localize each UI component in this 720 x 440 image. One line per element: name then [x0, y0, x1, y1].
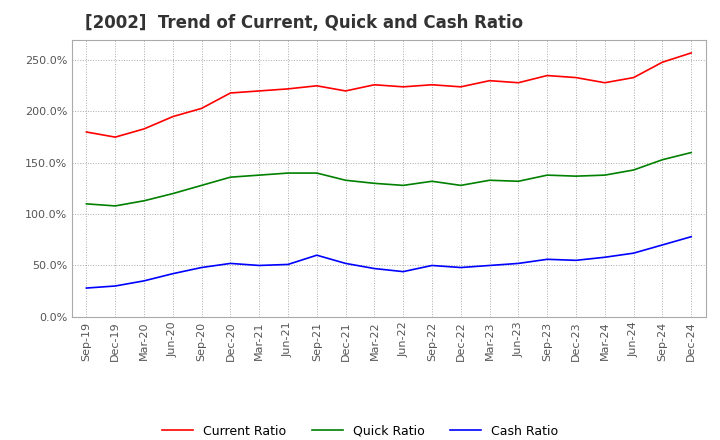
- Quick Ratio: [687, 150, 696, 155]
- Cash Ratio: [543, 257, 552, 262]
- Quick Ratio: [543, 172, 552, 178]
- Quick Ratio: [312, 170, 321, 176]
- Cash Ratio: [658, 242, 667, 248]
- Line: Current Ratio: Current Ratio: [86, 53, 691, 137]
- Quick Ratio: [514, 179, 523, 184]
- Line: Cash Ratio: Cash Ratio: [86, 237, 691, 288]
- Current Ratio: [140, 126, 148, 132]
- Cash Ratio: [82, 286, 91, 291]
- Current Ratio: [485, 78, 494, 83]
- Current Ratio: [168, 114, 177, 119]
- Quick Ratio: [456, 183, 465, 188]
- Cash Ratio: [514, 261, 523, 266]
- Current Ratio: [111, 135, 120, 140]
- Quick Ratio: [572, 173, 580, 179]
- Quick Ratio: [485, 178, 494, 183]
- Quick Ratio: [341, 178, 350, 183]
- Cash Ratio: [456, 265, 465, 270]
- Current Ratio: [255, 88, 264, 94]
- Cash Ratio: [572, 258, 580, 263]
- Current Ratio: [197, 106, 206, 111]
- Current Ratio: [572, 75, 580, 80]
- Current Ratio: [428, 82, 436, 88]
- Cash Ratio: [399, 269, 408, 274]
- Current Ratio: [312, 83, 321, 88]
- Cash Ratio: [312, 253, 321, 258]
- Current Ratio: [456, 84, 465, 89]
- Current Ratio: [226, 90, 235, 95]
- Quick Ratio: [255, 172, 264, 178]
- Quick Ratio: [629, 167, 638, 172]
- Quick Ratio: [226, 175, 235, 180]
- Quick Ratio: [428, 179, 436, 184]
- Cash Ratio: [111, 283, 120, 289]
- Current Ratio: [629, 75, 638, 80]
- Cash Ratio: [140, 278, 148, 283]
- Cash Ratio: [485, 263, 494, 268]
- Current Ratio: [543, 73, 552, 78]
- Quick Ratio: [111, 203, 120, 209]
- Current Ratio: [658, 59, 667, 65]
- Current Ratio: [284, 86, 292, 92]
- Quick Ratio: [658, 157, 667, 162]
- Quick Ratio: [370, 181, 379, 186]
- Quick Ratio: [82, 201, 91, 206]
- Cash Ratio: [168, 271, 177, 276]
- Quick Ratio: [140, 198, 148, 203]
- Quick Ratio: [600, 172, 609, 178]
- Cash Ratio: [284, 262, 292, 267]
- Current Ratio: [341, 88, 350, 94]
- Cash Ratio: [255, 263, 264, 268]
- Cash Ratio: [370, 266, 379, 271]
- Current Ratio: [370, 82, 379, 88]
- Current Ratio: [600, 80, 609, 85]
- Quick Ratio: [284, 170, 292, 176]
- Cash Ratio: [226, 261, 235, 266]
- Cash Ratio: [600, 255, 609, 260]
- Cash Ratio: [341, 261, 350, 266]
- Current Ratio: [687, 50, 696, 55]
- Quick Ratio: [399, 183, 408, 188]
- Cash Ratio: [428, 263, 436, 268]
- Quick Ratio: [197, 183, 206, 188]
- Text: [2002]  Trend of Current, Quick and Cash Ratio: [2002] Trend of Current, Quick and Cash …: [85, 15, 523, 33]
- Cash Ratio: [629, 250, 638, 256]
- Quick Ratio: [168, 191, 177, 196]
- Legend: Current Ratio, Quick Ratio, Cash Ratio: Current Ratio, Quick Ratio, Cash Ratio: [157, 420, 563, 440]
- Cash Ratio: [687, 234, 696, 239]
- Current Ratio: [399, 84, 408, 89]
- Cash Ratio: [197, 265, 206, 270]
- Current Ratio: [514, 80, 523, 85]
- Current Ratio: [82, 129, 91, 135]
- Line: Quick Ratio: Quick Ratio: [86, 153, 691, 206]
